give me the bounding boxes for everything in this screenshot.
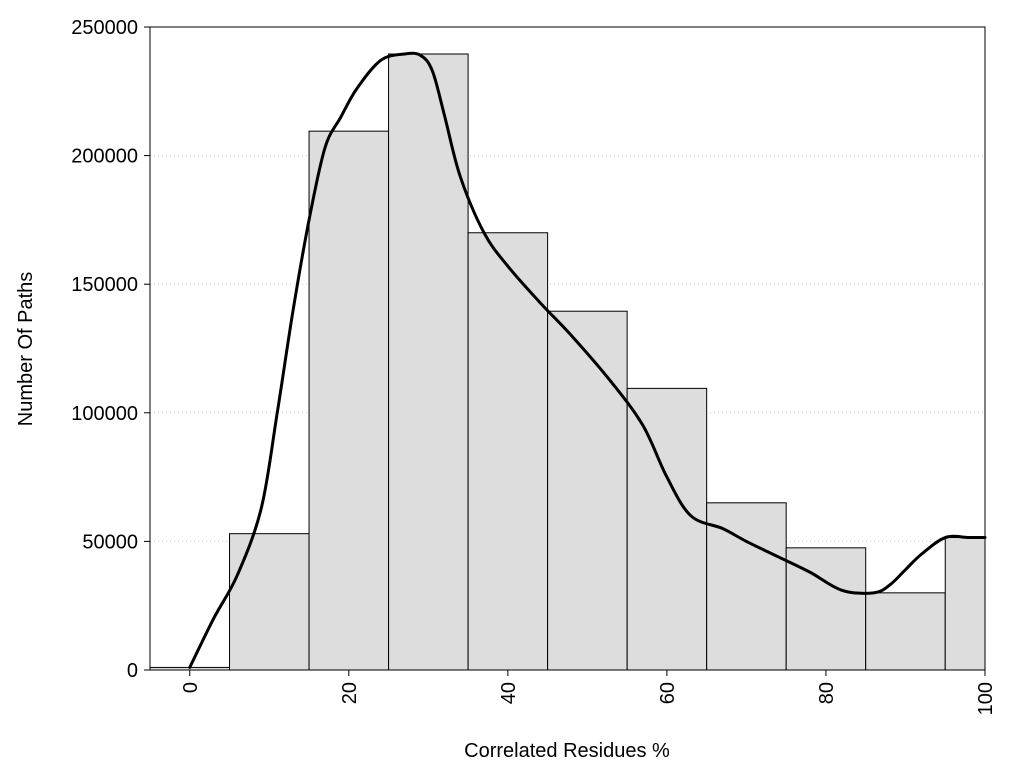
- histogram-bar: [308, 130, 390, 671]
- y-tick-label: 150000: [71, 274, 138, 296]
- axes: [144, 26, 986, 676]
- histogram-bar: [229, 533, 310, 671]
- histogram-bar: [388, 53, 469, 671]
- x-tick-label: 40: [498, 682, 520, 704]
- y-tick-label: 250000: [71, 17, 138, 39]
- histogram-bar: [626, 387, 708, 671]
- y-tick-label: 200000: [71, 146, 138, 168]
- x-axis-label: Correlated Residues %: [464, 740, 670, 762]
- x-tick-label: 100: [975, 682, 997, 715]
- histogram-bars: [149, 53, 986, 671]
- histogram-bar: [547, 310, 628, 671]
- y-tick-label: 100000: [71, 403, 138, 425]
- y-tick-label: 0: [127, 660, 138, 682]
- plot-frame: [149, 26, 986, 671]
- histogram-bar: [944, 537, 986, 671]
- x-tick-label: 80: [816, 682, 838, 704]
- histogram-bar: [865, 592, 946, 671]
- x-tick-label: 0: [180, 682, 202, 693]
- density-curve-layer: [188, 51, 987, 669]
- x-tick-label: 60: [657, 682, 679, 704]
- y-tick-label: 50000: [82, 531, 138, 553]
- density-curve: [188, 51, 987, 669]
- tick-labels: 0 50000 100000 150000 200000 250000 0 20 40 60 80 1…: [71, 17, 997, 715]
- x-tick-label: 20: [339, 682, 361, 704]
- y-axis-label: Number Of Paths: [15, 272, 37, 427]
